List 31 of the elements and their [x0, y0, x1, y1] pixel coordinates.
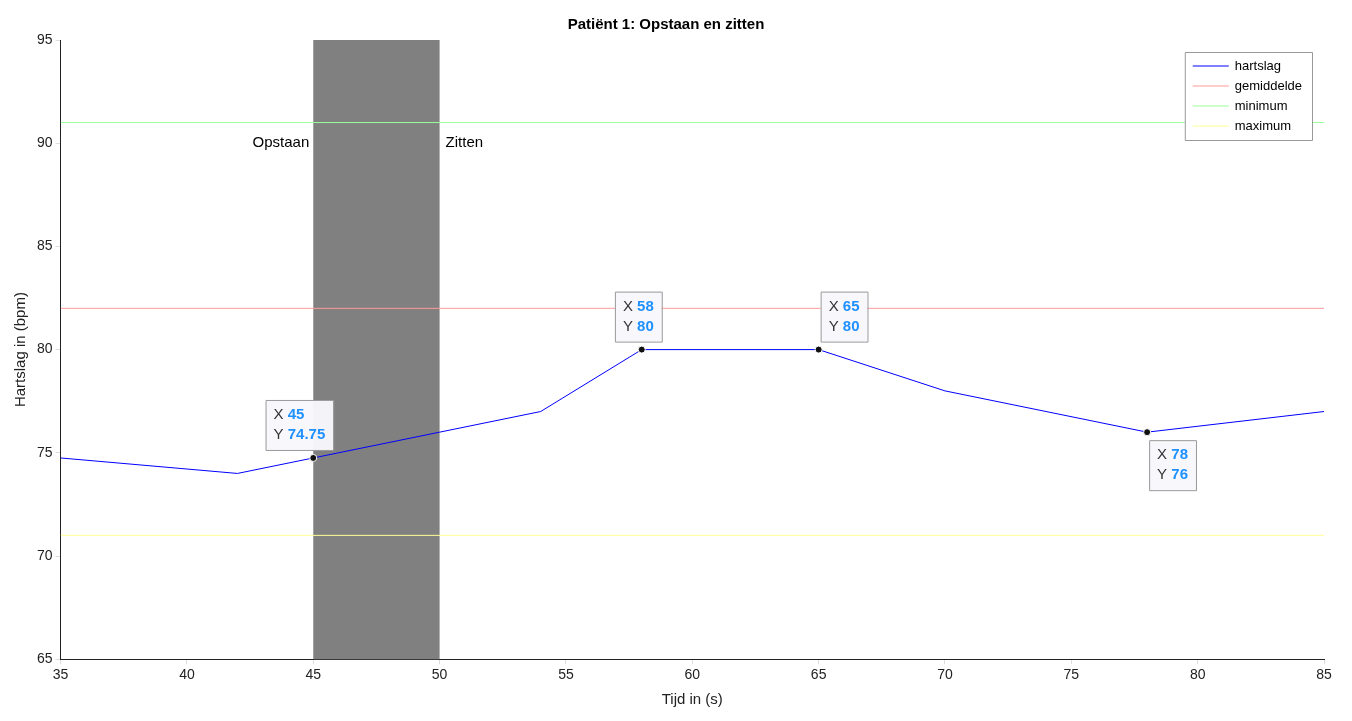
legend-label: gemiddelde	[1234, 77, 1302, 93]
y-tick-label: 80	[36, 340, 53, 357]
legend-label: hartslag	[1234, 57, 1282, 73]
x-axis-title: Tijd in (s)	[661, 690, 723, 708]
annotation: Opstaan	[252, 133, 310, 151]
annotation: X 58 Y 80	[622, 296, 654, 334]
y-tick-label: 70	[36, 546, 53, 563]
y-axis-title: Hartslag in (bpm)	[11, 292, 29, 408]
y-tick-label: 85	[36, 237, 53, 254]
chart-title: Patiënt 1: Opstaan en zitten	[567, 15, 765, 33]
annotation: X 45 Y 74.75	[273, 405, 326, 443]
x-tick-label: 75	[1063, 666, 1080, 683]
legend-label: minimum	[1234, 97, 1288, 113]
annotation: Zitten	[445, 133, 484, 151]
x-tick-label: 35	[52, 666, 69, 683]
x-tick-label: 60	[684, 666, 701, 683]
annotation: X 78 Y 76	[1157, 445, 1188, 483]
x-tick-label: 65	[810, 666, 827, 683]
x-tick-label: 85	[1316, 666, 1332, 683]
y-tick-label: 95	[36, 30, 53, 47]
annotation: X 65 Y 80	[828, 296, 860, 334]
x-tick-label: 55	[558, 666, 574, 683]
x-tick-label: 45	[305, 666, 322, 683]
x-tick-label: 40	[179, 666, 195, 683]
x-tick-label: 50	[431, 666, 448, 683]
legend-label: maximum	[1234, 117, 1292, 133]
x-tick-label: 80	[1189, 666, 1206, 683]
y-tick-label: 90	[36, 134, 53, 151]
y-tick-label: 75	[36, 443, 53, 460]
x-tick-label: 70	[937, 666, 953, 683]
y-tick-label: 65	[36, 650, 53, 667]
